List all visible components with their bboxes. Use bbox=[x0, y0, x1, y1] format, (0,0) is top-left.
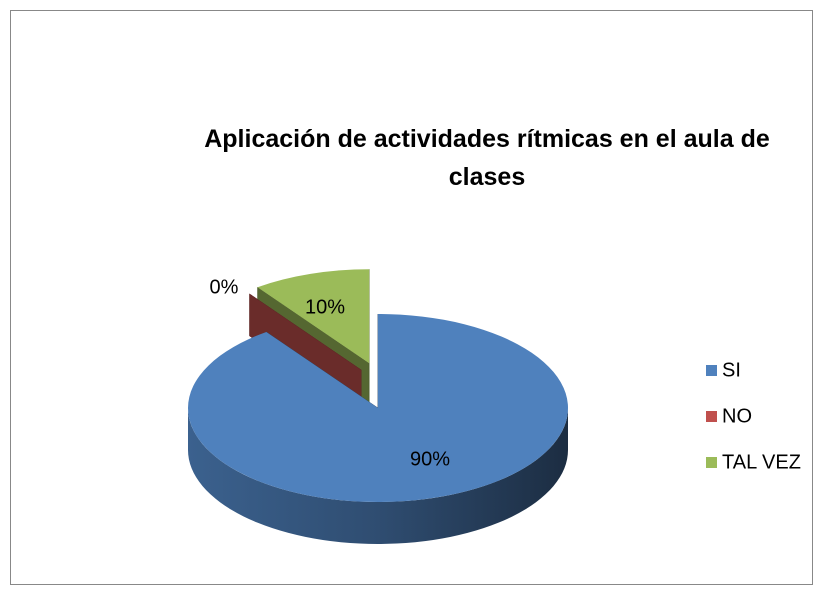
slice-side bbox=[188, 408, 568, 544]
legend-label: SI bbox=[722, 359, 741, 381]
slice-top bbox=[257, 269, 370, 364]
slice-top bbox=[187, 314, 568, 503]
legend-swatch bbox=[706, 457, 717, 468]
legend-swatch bbox=[706, 365, 717, 376]
pie-slice bbox=[187, 314, 568, 544]
legend-label: NO bbox=[722, 405, 752, 427]
chart-title: Aplicación de actividades rítmicas en el… bbox=[204, 125, 770, 191]
legend-label: TAL VEZ bbox=[722, 451, 801, 473]
data-label: 90% bbox=[410, 448, 450, 470]
data-label: 0% bbox=[210, 276, 239, 298]
legend-swatch bbox=[706, 411, 717, 422]
data-label: 10% bbox=[305, 296, 345, 318]
